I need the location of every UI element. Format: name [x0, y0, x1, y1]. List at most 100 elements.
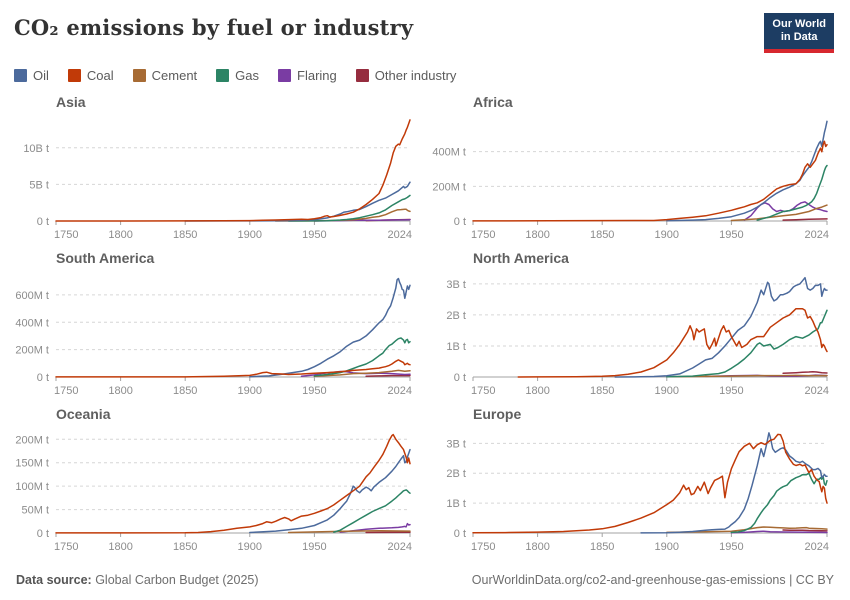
x-tick-label: 1800 — [108, 385, 132, 397]
series-line-coal — [55, 119, 411, 222]
x-tick-label: 1850 — [590, 229, 614, 241]
x-tick-label: 1950 — [302, 385, 326, 397]
x-tick-label: 2024 — [388, 229, 412, 241]
chart-canvas-north-america[interactable]: 0 t 1B t 2B t 3B t 1750 1800 1850 1900 1950 2024 — [425, 267, 842, 401]
legend-item-other-industry[interactable]: Other industry — [355, 68, 457, 83]
legend-swatch-icon — [14, 69, 27, 82]
chart-canvas-africa[interactable]: 0 t 200M t 400M t 1750 1800 1850 1900 1950 2024 — [425, 111, 842, 245]
chart-south-america: South America 0 t 200M t 400M t 600M t 1750 18… — [8, 243, 425, 399]
y-tick-label: 1B t — [446, 498, 466, 510]
series-line-cement — [666, 374, 828, 378]
chart-title-asia: Asia — [56, 94, 86, 110]
chart-title-oceania: Oceania — [56, 406, 111, 422]
series-line-flaring — [730, 530, 828, 534]
y-tick-label: 400M t — [432, 147, 466, 159]
legend-item-coal[interactable]: Coal — [67, 68, 114, 83]
series-line-gas — [730, 472, 828, 534]
series-line-gas — [313, 337, 411, 377]
chart-title-south-america: South America — [56, 250, 155, 266]
legend-item-oil[interactable]: Oil — [14, 68, 49, 83]
legend-label: Other industry — [374, 68, 457, 83]
chart-canvas-south-america[interactable]: 0 t 200M t 400M t 600M t 1750 1800 1850 1900 195… — [8, 267, 425, 401]
y-tick-label: 100M t — [15, 481, 49, 493]
x-tick-label: 1850 — [173, 541, 197, 553]
y-tick-label: 10B t — [23, 143, 49, 155]
x-tick-label: 1900 — [238, 385, 262, 397]
y-tick-label: 400M t — [15, 317, 49, 329]
x-tick-label: 1750 — [54, 385, 78, 397]
data-source-value: Global Carbon Budget (2025) — [91, 573, 259, 587]
y-tick-label: 0 t — [454, 372, 466, 384]
x-tick-label: 2024 — [805, 385, 829, 397]
x-tick-label: 1900 — [238, 229, 262, 241]
legend-label: Oil — [33, 68, 49, 83]
citation-license: | CC BY — [785, 573, 834, 587]
legend: Oil Coal Cement Gas Flaring Other industry — [0, 53, 850, 83]
owid-logo-line2: in Data — [780, 31, 818, 43]
y-tick-label: 2B t — [446, 310, 466, 322]
legend-item-gas[interactable]: Gas — [216, 68, 259, 83]
y-tick-label: 0 t — [37, 528, 49, 540]
x-tick-label: 2024 — [805, 541, 829, 553]
chart-canvas-oceania[interactable]: 0 t 50M t 100M t 150M t 200M t 1750 1800 1850 19… — [8, 423, 425, 557]
y-tick-label: 150M t — [15, 458, 49, 470]
series-line-coal — [472, 433, 828, 534]
series-line-oil — [640, 432, 828, 534]
x-tick-label: 1750 — [54, 541, 78, 553]
legend-swatch-icon — [355, 69, 369, 82]
x-tick-label: 1800 — [108, 541, 132, 553]
y-tick-label: 50M t — [21, 505, 49, 517]
data-source: Data source: Global Carbon Budget (2025) — [16, 573, 259, 587]
chart-oceania: Oceania 0 t 50M t 100M t 150M t 200M t 1750 180… — [8, 399, 425, 555]
x-tick-label: 1750 — [54, 229, 78, 241]
legend-item-cement[interactable]: Cement — [132, 68, 197, 83]
series-line-other-industry — [782, 370, 828, 375]
header: CO₂ emissions by fuel or industry Our Wo… — [0, 0, 850, 53]
footer: Data source: Global Carbon Budget (2025)… — [16, 573, 834, 587]
legend-label: Coal — [86, 68, 114, 83]
data-source-label: Data source: — [16, 573, 92, 587]
legend-swatch-icon — [132, 69, 146, 82]
y-tick-label: 3B t — [446, 438, 466, 450]
x-tick-label: 1950 — [302, 229, 326, 241]
x-tick-label: 1950 — [719, 385, 743, 397]
series-line-oil — [184, 181, 411, 222]
series-line-oil — [614, 276, 828, 378]
chart-north-america: North America 0 t 1B t 2B t 3B t 1750 1800 1850… — [425, 243, 842, 399]
series-line-cement — [287, 529, 411, 534]
series-line-gas — [756, 164, 828, 221]
x-tick-label: 1900 — [655, 541, 679, 553]
y-tick-label: 200M t — [432, 181, 466, 193]
legend-item-flaring[interactable]: Flaring — [278, 68, 337, 83]
legend-label: Flaring — [297, 68, 337, 83]
legend-swatch-icon — [216, 69, 230, 82]
x-tick-label: 1800 — [108, 229, 132, 241]
y-tick-label: 0 t — [37, 372, 49, 384]
series-line-other-industry — [365, 374, 411, 377]
chart-title-europe: Europe — [473, 406, 522, 422]
y-tick-label: 200M t — [15, 345, 49, 357]
series-line-coal — [55, 433, 411, 534]
chart-africa: Africa 0 t 200M t 400M t 1750 1800 1850 1900 195… — [425, 87, 842, 243]
chart-canvas-europe[interactable]: 0 t 1B t 2B t 3B t 1750 1800 1850 1900 1950 2024 — [425, 423, 842, 557]
y-tick-label: 0 t — [454, 216, 466, 228]
citation-url[interactable]: OurWorldinData.org/co2-and-greenhouse-ga… — [471, 573, 786, 587]
x-tick-label: 1800 — [525, 385, 549, 397]
series-line-oil — [249, 448, 411, 534]
series-line-flaring — [339, 522, 411, 533]
x-tick-label: 1850 — [173, 385, 197, 397]
x-tick-label: 1900 — [238, 541, 262, 553]
y-tick-label: 3B t — [446, 279, 466, 291]
legend-swatch-icon — [67, 69, 81, 82]
y-tick-label: 0 t — [37, 216, 49, 228]
citation: OurWorldinData.org/co2-and-greenhouse-ga… — [472, 573, 834, 587]
series-line-coal — [472, 140, 828, 222]
chart-canvas-asia[interactable]: 0 t 5B t 10B t 1750 1800 1850 1900 1950 2024 — [8, 111, 425, 245]
x-tick-label: 1850 — [173, 229, 197, 241]
owid-logo: Our World in Data — [764, 13, 834, 53]
y-tick-label: 200M t — [15, 434, 49, 446]
x-tick-label: 1900 — [655, 229, 679, 241]
x-tick-label: 2024 — [805, 229, 829, 241]
series-line-oil — [249, 277, 411, 378]
x-tick-label: 1950 — [719, 541, 743, 553]
